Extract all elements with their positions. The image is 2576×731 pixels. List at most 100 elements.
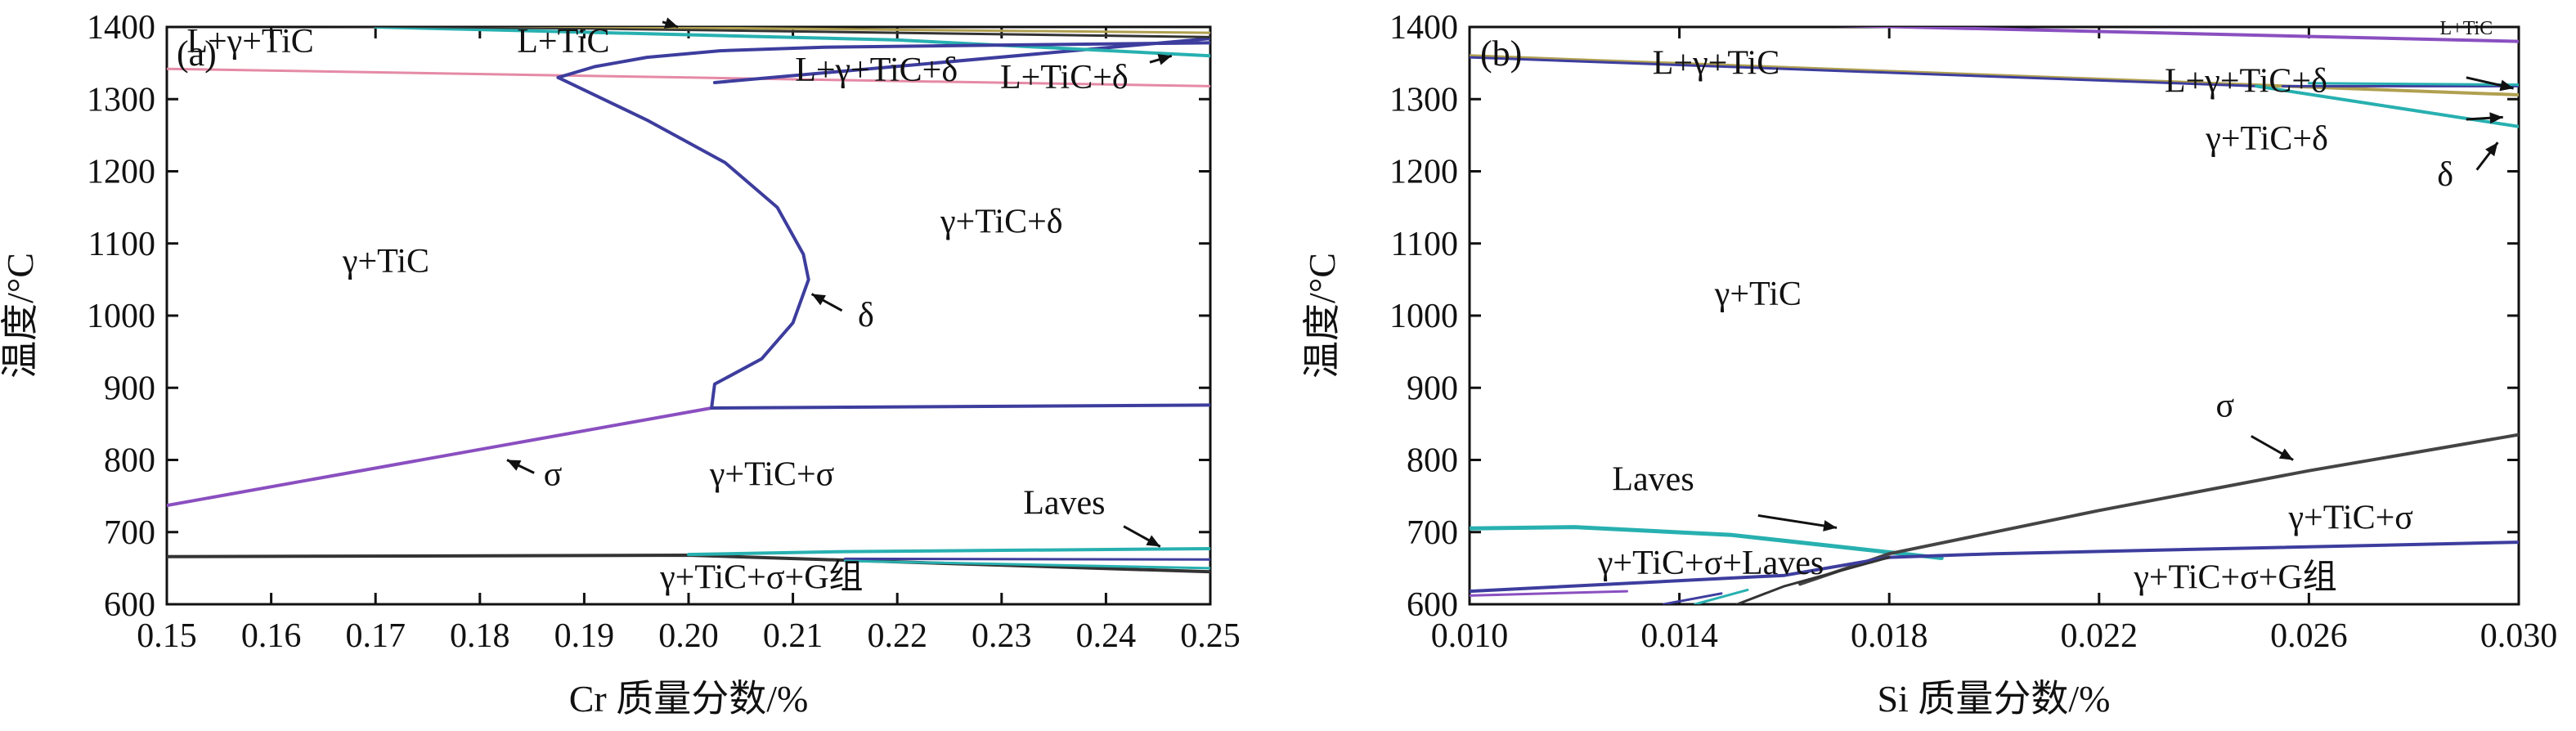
region-label: γ+TiC+σ+Laves bbox=[1597, 545, 1824, 582]
phase-boundary-line-12 bbox=[843, 557, 1210, 561]
region-label: L+TiC bbox=[517, 23, 609, 61]
region-label: γ+TiC+δ bbox=[940, 204, 1063, 241]
panel-a-chart: L+γ+TiC L+TiC L+γ+TiC+δ L+TiC+δ γ+TiC γ+TiC+δ… bbox=[0, 9, 1241, 720]
x-tick-label: 0.21 bbox=[763, 617, 824, 655]
panel-a-region-labels: L+γ+TiC L+TiC L+γ+TiC+δ L+TiC+δ γ+TiC γ+TiC+δ… bbox=[186, 23, 1128, 597]
region-label: γ+TiC bbox=[1714, 276, 1802, 313]
y-tick-label: 900 bbox=[1407, 370, 1458, 407]
phase-boundary-line-13 bbox=[843, 559, 1210, 570]
phase-boundary-line-13 bbox=[1662, 592, 1723, 604]
pointer-arrow bbox=[2251, 435, 2294, 461]
phase-boundary-line-11 bbox=[1735, 556, 1891, 604]
y-tick-label: 600 bbox=[104, 586, 155, 624]
phase-boundary-line-6 bbox=[1836, 27, 2519, 43]
phase-boundary-line-11 bbox=[687, 547, 1210, 557]
y-tick-label: 600 bbox=[1407, 586, 1458, 624]
region-label: Laves bbox=[1612, 461, 1694, 499]
region-label: L+TiC bbox=[2440, 18, 2493, 39]
y-tick-label: 1100 bbox=[88, 226, 155, 263]
panel-a-y-tick-labels: 600 700 800 900 1000 1100 1200 1300 1400 bbox=[87, 9, 155, 624]
x-tick-label: 0.20 bbox=[658, 617, 719, 655]
y-tick-label: 700 bbox=[104, 514, 155, 552]
x-tick-label: 0.17 bbox=[345, 617, 406, 655]
y-tick-label: 1300 bbox=[1389, 81, 1458, 119]
y-tick-label: 1000 bbox=[87, 298, 155, 335]
region-label: L+γ+TiC bbox=[1653, 44, 1779, 82]
region-label: δ bbox=[2437, 156, 2453, 194]
x-tick-label: 0.010 bbox=[1431, 617, 1509, 655]
pointer-arrow bbox=[2466, 76, 2514, 92]
panel-a-series bbox=[167, 27, 1210, 574]
phase-boundary-line-4 bbox=[324, 27, 1210, 38]
y-tick-label: 1200 bbox=[87, 154, 155, 191]
pointer-arrow bbox=[2466, 112, 2503, 124]
pointer-arrow bbox=[662, 17, 679, 29]
y-tick-label: 1400 bbox=[1389, 9, 1458, 47]
phase-boundary-line-2 bbox=[712, 37, 1210, 84]
panel-b-y-axis-title: 温度/°C bbox=[1301, 253, 1343, 379]
panel-b-ticks bbox=[1468, 25, 2520, 606]
panel-a-x-axis-title: Cr 质量分数/% bbox=[569, 678, 809, 720]
panel-b-tag: (b) bbox=[1480, 34, 1522, 74]
y-tick-label: 800 bbox=[1407, 442, 1458, 480]
pointer-arrow bbox=[1123, 525, 1161, 548]
panel-b-x-axis-title: Si 质量分数/% bbox=[1878, 678, 2111, 720]
region-label: L+γ+TiC+δ bbox=[795, 52, 958, 89]
phase-boundary-line-2 bbox=[1470, 56, 2258, 87]
phase-boundary-line-3 bbox=[374, 27, 1210, 58]
region-label: δ bbox=[858, 297, 874, 334]
pointer-arrow bbox=[1149, 54, 1173, 65]
x-tick-label: 0.19 bbox=[554, 617, 615, 655]
panel-b-series bbox=[1470, 27, 2519, 604]
y-tick-label: 900 bbox=[104, 370, 155, 407]
region-label: γ+TiC+σ bbox=[709, 455, 834, 493]
region-label: σ bbox=[544, 455, 563, 493]
region-label: γ+TiC+δ bbox=[2205, 120, 2328, 158]
panel-a-pointers bbox=[506, 17, 1173, 548]
pointer-arrow bbox=[1757, 513, 1838, 531]
y-tick-label: 1300 bbox=[87, 81, 155, 119]
y-tick-label: 1200 bbox=[1389, 154, 1458, 191]
x-tick-label: 0.25 bbox=[1180, 617, 1241, 655]
phase-boundary-line-8 bbox=[167, 406, 714, 508]
region-label: γ+TiC+σ+G组 bbox=[659, 559, 863, 597]
region-label: γ+TiC bbox=[342, 243, 429, 280]
panel-a-tag: (a) bbox=[177, 34, 217, 74]
x-tick-label: 0.030 bbox=[2480, 617, 2558, 655]
panel-b-y-tick-labels: 600 700 800 900 1000 1100 1200 1300 1400 bbox=[1389, 9, 1458, 624]
panel-b-chart: L+TiC L+γ+TiC L+γ+TiC+δ γ+TiC+δ δ γ+TiC σ Laves… bbox=[1301, 9, 2557, 720]
region-label: γ+TiC+σ bbox=[2288, 499, 2413, 536]
pointer-arrow bbox=[810, 293, 843, 312]
region-label: L+γ+TiC bbox=[186, 23, 313, 61]
y-tick-label: 700 bbox=[1407, 514, 1458, 552]
region-label: σ bbox=[2215, 388, 2234, 425]
x-tick-label: 0.16 bbox=[241, 617, 302, 655]
x-tick-label: 0.18 bbox=[450, 617, 510, 655]
panel-a-y-axis-title: 温度/°C bbox=[0, 253, 41, 379]
pointer-arrow bbox=[2475, 141, 2499, 171]
region-label: L+γ+TiC+δ bbox=[2165, 62, 2327, 100]
phase-boundary-line-6 bbox=[556, 75, 810, 410]
phase-boundary-line-12 bbox=[1694, 588, 1749, 604]
panel-b-x-tick-labels: 0.010 0.014 0.018 0.022 0.026 0.030 bbox=[1431, 617, 2558, 655]
phase-boundary-line-10 bbox=[1470, 590, 1628, 597]
phase-boundary-line-7 bbox=[556, 41, 1210, 79]
phase-boundary-line-9 bbox=[710, 403, 1210, 410]
x-tick-label: 0.15 bbox=[137, 617, 197, 655]
panel-b-region-labels: L+TiC L+γ+TiC L+γ+TiC+δ γ+TiC+δ δ γ+TiC σ Laves… bbox=[1597, 18, 2493, 597]
panel-b-pointers bbox=[1757, 76, 2514, 531]
x-tick-label: 0.018 bbox=[1851, 617, 1928, 655]
x-tick-label: 0.026 bbox=[2270, 617, 2348, 655]
region-label: Laves bbox=[1023, 485, 1105, 522]
phase-boundary-line-5 bbox=[487, 27, 1210, 34]
x-tick-label: 0.014 bbox=[1640, 617, 1718, 655]
x-tick-label: 0.22 bbox=[867, 617, 927, 655]
x-tick-label: 0.022 bbox=[2061, 617, 2138, 655]
y-tick-label: 1100 bbox=[1391, 226, 1458, 263]
y-tick-label: 1400 bbox=[87, 9, 155, 47]
x-tick-label: 0.23 bbox=[972, 617, 1032, 655]
phase-boundary-line-5 bbox=[2307, 82, 2519, 87]
region-label: L+TiC+δ bbox=[1000, 59, 1129, 96]
region-label: γ+TiC+σ+G组 bbox=[2133, 559, 2336, 597]
